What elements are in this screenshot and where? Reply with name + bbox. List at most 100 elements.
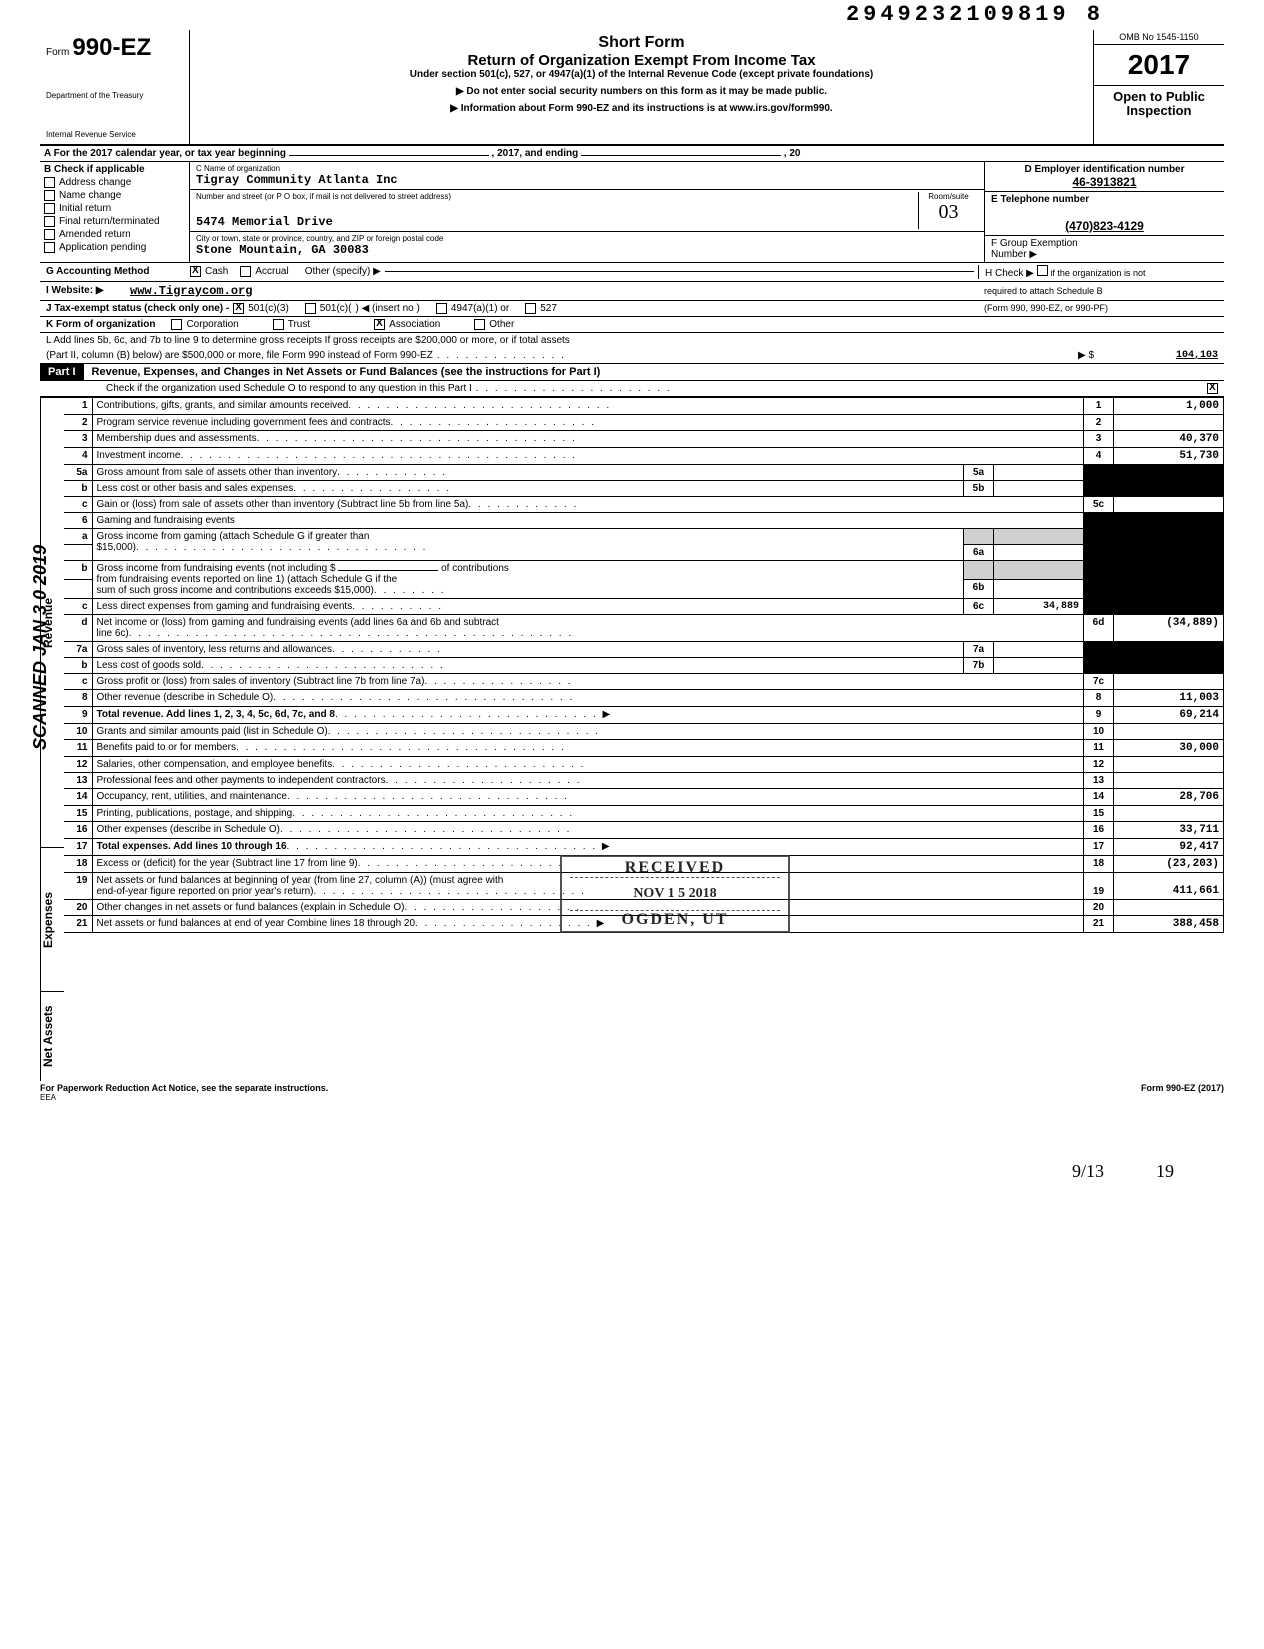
line6b-desc: Gross income from fundraising events (no… xyxy=(97,563,336,574)
line2-desc: Program service revenue including govern… xyxy=(97,417,391,428)
e-phone-label: E Telephone number xyxy=(991,194,1218,205)
lbl-4947: 4947(a)(1) or xyxy=(451,303,509,314)
chk-assoc[interactable] xyxy=(374,319,385,330)
chk-final-return[interactable] xyxy=(44,216,55,227)
lbl-accrual: Accrual xyxy=(255,266,288,277)
line15-desc: Printing, publications, postage, and shi… xyxy=(97,808,293,819)
line6a-desc: Gross income from gaming (attach Schedul… xyxy=(97,531,370,542)
chk-address-change[interactable] xyxy=(44,177,55,188)
line5b-subval xyxy=(994,480,1084,496)
line10-desc: Grants and similar amounts paid (list in… xyxy=(97,726,328,737)
line17-val: 92,417 xyxy=(1114,838,1224,855)
title-main: Return of Organization Exempt From Incom… xyxy=(200,52,1083,69)
line6d-val: (34,889) xyxy=(1114,614,1224,641)
part1-header: Part I xyxy=(40,364,84,380)
chk-4947[interactable] xyxy=(436,303,447,314)
scanned-stamp: SCANNED JAN 3 0 2019 xyxy=(30,545,51,750)
lbl-other-org: Other xyxy=(489,319,514,330)
h-text-3: (Form 990, 990-EZ, or 990-PF) xyxy=(978,303,1218,313)
line9-desc: Total revenue. Add lines 1, 2, 3, 4, 5c,… xyxy=(97,709,335,720)
l-arrow: ▶ $ xyxy=(1078,350,1094,361)
title-under: Under section 501(c), 527, or 4947(a)(1)… xyxy=(200,69,1083,80)
line6d-desc: Net income or (loss) from gaming and fun… xyxy=(97,617,499,628)
org-name: Tigray Community Atlanta Inc xyxy=(196,173,978,187)
lbl-assoc: Association xyxy=(389,319,440,330)
line19-desc: Net assets or fund balances at beginning… xyxy=(97,875,504,886)
lbl-other-method: Other (specify) ▶ xyxy=(305,266,381,277)
line7a-box: 7a xyxy=(964,641,994,657)
line12-desc: Salaries, other compensation, and employ… xyxy=(97,759,333,770)
line1-desc: Contributions, gifts, grants, and simila… xyxy=(97,400,349,411)
line20-desc: Other changes in net assets or fund bala… xyxy=(97,902,405,913)
line18-val: (23,203) xyxy=(1114,855,1224,872)
tracking-number: 2949232109819 8 xyxy=(846,2,1104,27)
line2-val xyxy=(1114,414,1224,430)
website-value: www.Tigraycom.org xyxy=(130,284,252,298)
room-label: Room/suite xyxy=(919,192,978,201)
line6b-desc4: sum of such gross income and contributio… xyxy=(97,585,374,596)
chk-corp[interactable] xyxy=(171,319,182,330)
ein-value: 46-3913821 xyxy=(991,175,1218,189)
line11-desc: Benefits paid to or for members xyxy=(97,742,237,753)
chk-amended[interactable] xyxy=(44,229,55,240)
tax-year: 2017 xyxy=(1094,45,1224,86)
chk-schedule-o[interactable] xyxy=(1207,383,1218,394)
line7b-desc: Less cost of goods sold xyxy=(97,660,202,671)
line6b-desc2: of contributions xyxy=(441,563,509,574)
line6c-desc: Less direct expenses from gaming and fun… xyxy=(97,601,353,612)
chk-cash[interactable] xyxy=(190,266,201,277)
h-text: if the organization is not xyxy=(1050,268,1145,278)
room-value: 03 xyxy=(919,201,978,224)
chk-accrual[interactable] xyxy=(240,266,251,277)
form-header: Form 990-EZ Department of the Treasury I… xyxy=(40,30,1224,146)
line18-desc: Excess or (deficit) for the year (Subtra… xyxy=(97,858,358,869)
d-ein-label: D Employer identification number xyxy=(991,164,1218,175)
line17-desc: Total expenses. Add lines 10 through 16 xyxy=(97,841,287,852)
chk-other-org[interactable] xyxy=(474,319,485,330)
line5a-box: 5a xyxy=(964,464,994,480)
chk-501c3[interactable] xyxy=(233,303,244,314)
line4-val: 51,730 xyxy=(1114,447,1224,464)
chk-h[interactable] xyxy=(1037,265,1048,276)
lbl-cash: Cash xyxy=(205,266,228,277)
line3-val: 40,370 xyxy=(1114,430,1224,447)
line8-desc: Other revenue (describe in Schedule O) xyxy=(97,692,274,703)
footer-eea: EEA xyxy=(40,1093,1224,1102)
chk-501c[interactable] xyxy=(305,303,316,314)
vlabel-expenses: Expenses xyxy=(40,847,64,991)
c-city-label: City or town, state or province, country… xyxy=(196,234,978,243)
line5a-subval xyxy=(994,464,1084,480)
part1-title: Revenue, Expenses, and Changes in Net As… xyxy=(84,366,1224,378)
line14-desc: Occupancy, rent, utilities, and maintena… xyxy=(97,791,287,802)
line14-val: 28,706 xyxy=(1114,788,1224,805)
open-public-1: Open to Public xyxy=(1096,90,1222,104)
form-label: Form xyxy=(46,47,69,58)
h-text-2: required to attach Schedule B xyxy=(978,286,1218,296)
line4-desc: Investment income xyxy=(97,450,181,461)
line-i: I Website: ▶ xyxy=(46,285,126,296)
line19-desc2: end-of-year figure reported on prior yea… xyxy=(97,886,314,897)
org-street: 5474 Memorial Drive xyxy=(196,215,918,229)
line6a-box: 6a xyxy=(964,544,994,560)
chk-trust[interactable] xyxy=(273,319,284,330)
chk-name-change[interactable] xyxy=(44,190,55,201)
line-k: K Form of organization xyxy=(46,319,155,330)
line6d-desc2: line 6c) xyxy=(97,628,129,639)
lbl-trust: Trust xyxy=(288,319,310,330)
line11-val: 30,000 xyxy=(1114,739,1224,756)
line5c-val xyxy=(1114,496,1224,512)
chk-initial-return[interactable] xyxy=(44,203,55,214)
omb-number: OMB No 1545-1150 xyxy=(1094,30,1224,45)
part1-check-label: Check if the organization used Schedule … xyxy=(46,383,472,394)
f-number-label: Number ▶ xyxy=(991,249,1218,260)
line16-desc: Other expenses (describe in Schedule O) xyxy=(97,824,280,835)
line-g: G Accounting Method xyxy=(46,266,186,277)
line7a-desc: Gross sales of inventory, less returns a… xyxy=(97,644,332,655)
received-stamp: RECEIVED NOV 1 5 2018 OGDEN, UT xyxy=(560,855,790,933)
lbl-amended: Amended return xyxy=(59,229,131,240)
chk-527[interactable] xyxy=(525,303,536,314)
stamp-date: NOV 1 5 2018 xyxy=(570,878,780,910)
c-name-label: C Name of organization xyxy=(196,164,978,173)
line6c-subval: 34,889 xyxy=(994,598,1084,614)
chk-app-pending[interactable] xyxy=(44,242,55,253)
